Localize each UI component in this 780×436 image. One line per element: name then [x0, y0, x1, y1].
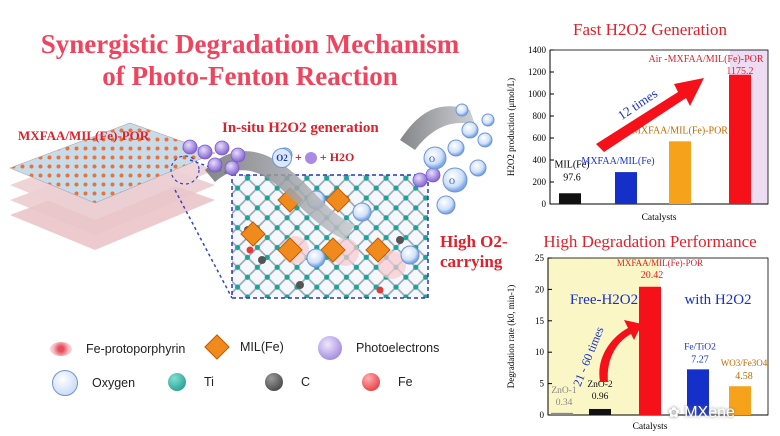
chart1-y-tick-label-7: 1400	[528, 45, 547, 55]
reaction-electron-icon	[304, 152, 317, 165]
chart1-value-label-3: 1175.2	[726, 66, 753, 77]
legend: Fe-protoporphyrin MIL(Fe) Photoelectrons…	[0, 330, 500, 430]
high-o2-line-1: High O2-	[440, 232, 508, 251]
chart2-bar-2	[639, 286, 661, 415]
chart1-cat-label-3: Air -MXFAA/MIL(Fe)-POR	[648, 54, 763, 65]
chart1-frame	[549, 49, 769, 205]
chart1-y-tick-label-3: 600	[533, 133, 547, 143]
chart2-title: High Degradation Performance	[543, 232, 757, 251]
chart2-value-label-4: 4.58	[735, 371, 753, 382]
chart1-cat-label-0: MIL(Fe)	[555, 159, 590, 170]
chart2-bar-4	[729, 386, 751, 415]
chart1-y-tick-label-0: 0	[542, 199, 547, 209]
chart1-bar-2	[669, 141, 691, 204]
chart2-bar-0	[551, 412, 573, 415]
page-title: Synergistic Degradation Mechanism of Pho…	[30, 28, 470, 92]
svg-text:O: O	[429, 155, 435, 164]
chart1-x-axis-label: Catalysts	[642, 213, 677, 223]
reaction-equation: O2 + + H2O	[272, 148, 354, 168]
chart2-bar-3	[687, 369, 709, 415]
legend-item-oxygen: Oxygen	[52, 370, 135, 396]
title-line-1: Synergistic Degradation Mechanism	[40, 29, 460, 59]
chart1-bar-0	[559, 193, 581, 204]
watermark-logo-icon: ✿	[668, 404, 680, 420]
reaction-o2: O2	[272, 148, 292, 168]
mechanism-diagram: O O	[9, 103, 495, 299]
chart2-y-axis-label: Degradation rate (k0, min-1)	[506, 285, 516, 388]
chart1-y-tick-label-1: 200	[533, 177, 547, 187]
oxygen-bubble-icon	[52, 370, 78, 396]
title-line-2: of Photo-Fenton Reaction	[102, 61, 398, 91]
chart1-cat-label-1: MXFAA/MIL(Fe)	[581, 156, 654, 167]
chart2-cat-label-3: Fe/TiO2	[684, 342, 716, 352]
legend-label-photoelectrons: Photoelectrons	[356, 341, 440, 355]
fe-protoporphyrin-icon	[50, 342, 72, 357]
chart2-value-label-2: 20.42	[641, 270, 664, 281]
reaction-plus-2: +	[319, 150, 327, 164]
svg-text:O: O	[449, 177, 455, 186]
legend-item-fe-protoporphyrin: Fe-protoporphyrin	[50, 340, 185, 362]
chart1-title: Fast H2O2 Generation	[573, 20, 727, 39]
chart2-y-tick-label-5: 25	[535, 253, 545, 263]
legend-label-fe: Fe	[398, 375, 413, 390]
chart2-bar-1	[589, 408, 611, 415]
chart1-y-tick-label-6: 1200	[528, 67, 547, 77]
chart2-annotation-arrow	[599, 320, 642, 382]
chart2-cat-label-2: MXFAA/MIL(Fe)-POR	[617, 258, 703, 268]
c-atom-icon	[265, 373, 283, 392]
high-o2-carrying-label: High O2- carrying	[440, 232, 508, 272]
legend-item-mil-fe: MIL(Fe)	[204, 334, 284, 362]
legend-label-c: C	[301, 375, 311, 390]
watermark-text: MXene	[684, 404, 735, 421]
legend-item-photoelectrons: Photoelectrons	[318, 336, 439, 362]
chart1-y-tick-label-5: 1000	[528, 89, 547, 99]
chart1-cat-label-2: MXFAA/MIL(Fe)-POR	[632, 125, 728, 136]
chart2-value-label-0: 0.34	[556, 398, 573, 408]
material-stack	[9, 122, 216, 250]
chart2-with-h2o2-region	[660, 258, 768, 415]
chart2-x-axis-label: Catalysts	[633, 422, 668, 432]
chart1-annotation-arrow	[596, 78, 704, 152]
chart2-cat-label-4: WO3/Fe3O4	[721, 358, 768, 368]
lattice-zoom-box	[231, 174, 429, 299]
chart2-region-label-0: Free-H2O2	[570, 292, 638, 308]
chart1-y-tick-label-2: 400	[533, 155, 547, 165]
h2o2-generation-chart: 0 200 400 600 800 1000 1200 1400 H2O2 production…	[506, 45, 769, 223]
photoelectron-cluster	[182, 139, 441, 188]
reaction-plus-1: +	[295, 150, 302, 164]
insitu-h2o2-label: In-situ H2O2 generation	[222, 120, 379, 136]
legend-item-ti: Ti	[168, 373, 214, 395]
legend-label-mil-fe: MIL(Fe)	[240, 340, 284, 355]
degradation-rate-chart: 0 5 10 15 20 25 Degradation rate (k0, min-1) Ca…	[506, 253, 769, 432]
chart2-region-label-1: with H2O2	[684, 292, 751, 308]
chart2-value-label-3: 7.27	[691, 354, 709, 365]
chart2-value-label-1: 0.96	[592, 392, 609, 402]
legend-label-fe-protoporphyrin: Fe-protoporphyrin	[86, 342, 186, 357]
mil-fe-diamond-icon	[204, 334, 230, 361]
photoelectron-icon	[318, 336, 342, 360]
chart2-y-tick-label-4: 20	[535, 284, 545, 294]
chart1-y-axis-label: H2O2 production (μmol/L)	[506, 78, 516, 176]
chart1-bar-3	[729, 74, 751, 204]
chart2-y-tick-label-1: 5	[540, 379, 545, 389]
legend-label-ti: Ti	[204, 375, 214, 390]
chart2-y-tick-label-0: 0	[540, 410, 545, 420]
chart2-cat-label-1: ZnO-2	[587, 380, 613, 390]
chart2-y-tick-label-2: 10	[535, 347, 545, 357]
legend-label-oxygen: Oxygen	[92, 376, 136, 390]
high-o2-line-2: carrying	[440, 252, 503, 271]
material-label: MXFAA/MIL(Fe)-POR	[18, 128, 150, 143]
chart2-y-tick-label-3: 15	[535, 316, 545, 326]
ti-atom-icon	[168, 373, 186, 392]
chart1-y-tick-label-4: 800	[533, 111, 547, 121]
reaction-h2o: H2O	[329, 150, 355, 164]
legend-item-c: C	[265, 373, 310, 395]
chart1-bar-1	[615, 172, 637, 204]
chart1-value-label-0: 97.6	[563, 172, 581, 183]
legend-item-fe: Fe	[362, 373, 413, 395]
chart2-cat-label-0: ZnO-1	[551, 386, 577, 396]
watermark: ✿ MXene	[668, 404, 735, 422]
fe-atom-icon	[362, 373, 380, 392]
